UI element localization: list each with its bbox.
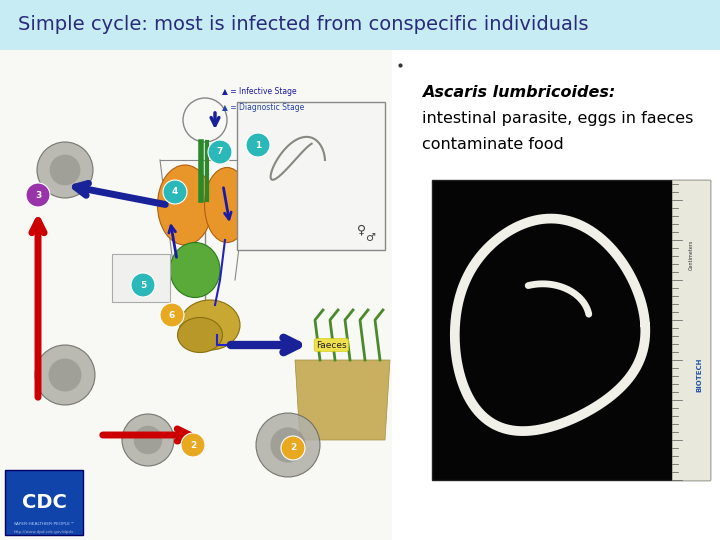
Ellipse shape [180, 300, 240, 350]
Text: 2: 2 [290, 443, 296, 453]
Circle shape [134, 426, 162, 454]
Text: CDC: CDC [22, 492, 66, 511]
Ellipse shape [178, 318, 222, 353]
Text: Simple cycle: most is infected from conspecific individuals: Simple cycle: most is infected from cons… [18, 15, 588, 35]
Circle shape [37, 142, 93, 198]
Text: ▲ = Infective Stage: ▲ = Infective Stage [222, 87, 297, 97]
Circle shape [131, 273, 155, 297]
Bar [433, 180, 710, 480]
Circle shape [48, 359, 81, 392]
Ellipse shape [158, 165, 212, 245]
Text: Ascaris lumbricoides:: Ascaris lumbricoides: [423, 85, 616, 100]
Circle shape [208, 140, 232, 164]
Circle shape [50, 154, 81, 185]
Text: 3: 3 [35, 191, 41, 199]
Text: ♀: ♀ [357, 224, 366, 237]
Text: intestinal parasite, eggs in faeces: intestinal parasite, eggs in faeces [423, 111, 694, 126]
Text: 5: 5 [140, 280, 146, 289]
Text: Faeces: Faeces [316, 341, 346, 349]
Bar [0, 0, 720, 50]
Text: BIOTECH: BIOTECH [696, 357, 702, 392]
Circle shape [271, 427, 305, 463]
Text: 4: 4 [172, 187, 178, 197]
Text: http://www.dpd.cdc.gov/dpdx: http://www.dpd.cdc.gov/dpdx [14, 530, 74, 534]
Bar [0, 50, 392, 540]
Circle shape [26, 183, 50, 207]
Bar [112, 254, 170, 302]
Text: 7: 7 [217, 147, 223, 157]
Text: ▲ = Diagnostic Stage: ▲ = Diagnostic Stage [222, 104, 305, 112]
Circle shape [181, 433, 205, 457]
Ellipse shape [170, 242, 220, 298]
Circle shape [163, 180, 187, 204]
Bar [237, 102, 385, 250]
Text: contaminate food: contaminate food [423, 137, 564, 152]
Text: 6: 6 [169, 310, 175, 320]
Polygon shape [295, 360, 390, 440]
Text: SAFER·HEALTHIER·PEOPLE™: SAFER·HEALTHIER·PEOPLE™ [13, 522, 75, 526]
Text: ♂: ♂ [365, 233, 375, 243]
Circle shape [256, 413, 320, 477]
Text: 1: 1 [255, 140, 261, 150]
Bar [672, 180, 710, 480]
Bar [392, 50, 720, 540]
Ellipse shape [204, 167, 250, 242]
Circle shape [35, 345, 95, 405]
Text: Centimeters: Centimeters [688, 240, 693, 270]
Circle shape [122, 414, 174, 466]
Circle shape [246, 133, 270, 157]
Circle shape [160, 303, 184, 327]
Text: 2: 2 [190, 441, 196, 449]
Bar [5, 470, 83, 535]
Circle shape [281, 436, 305, 460]
